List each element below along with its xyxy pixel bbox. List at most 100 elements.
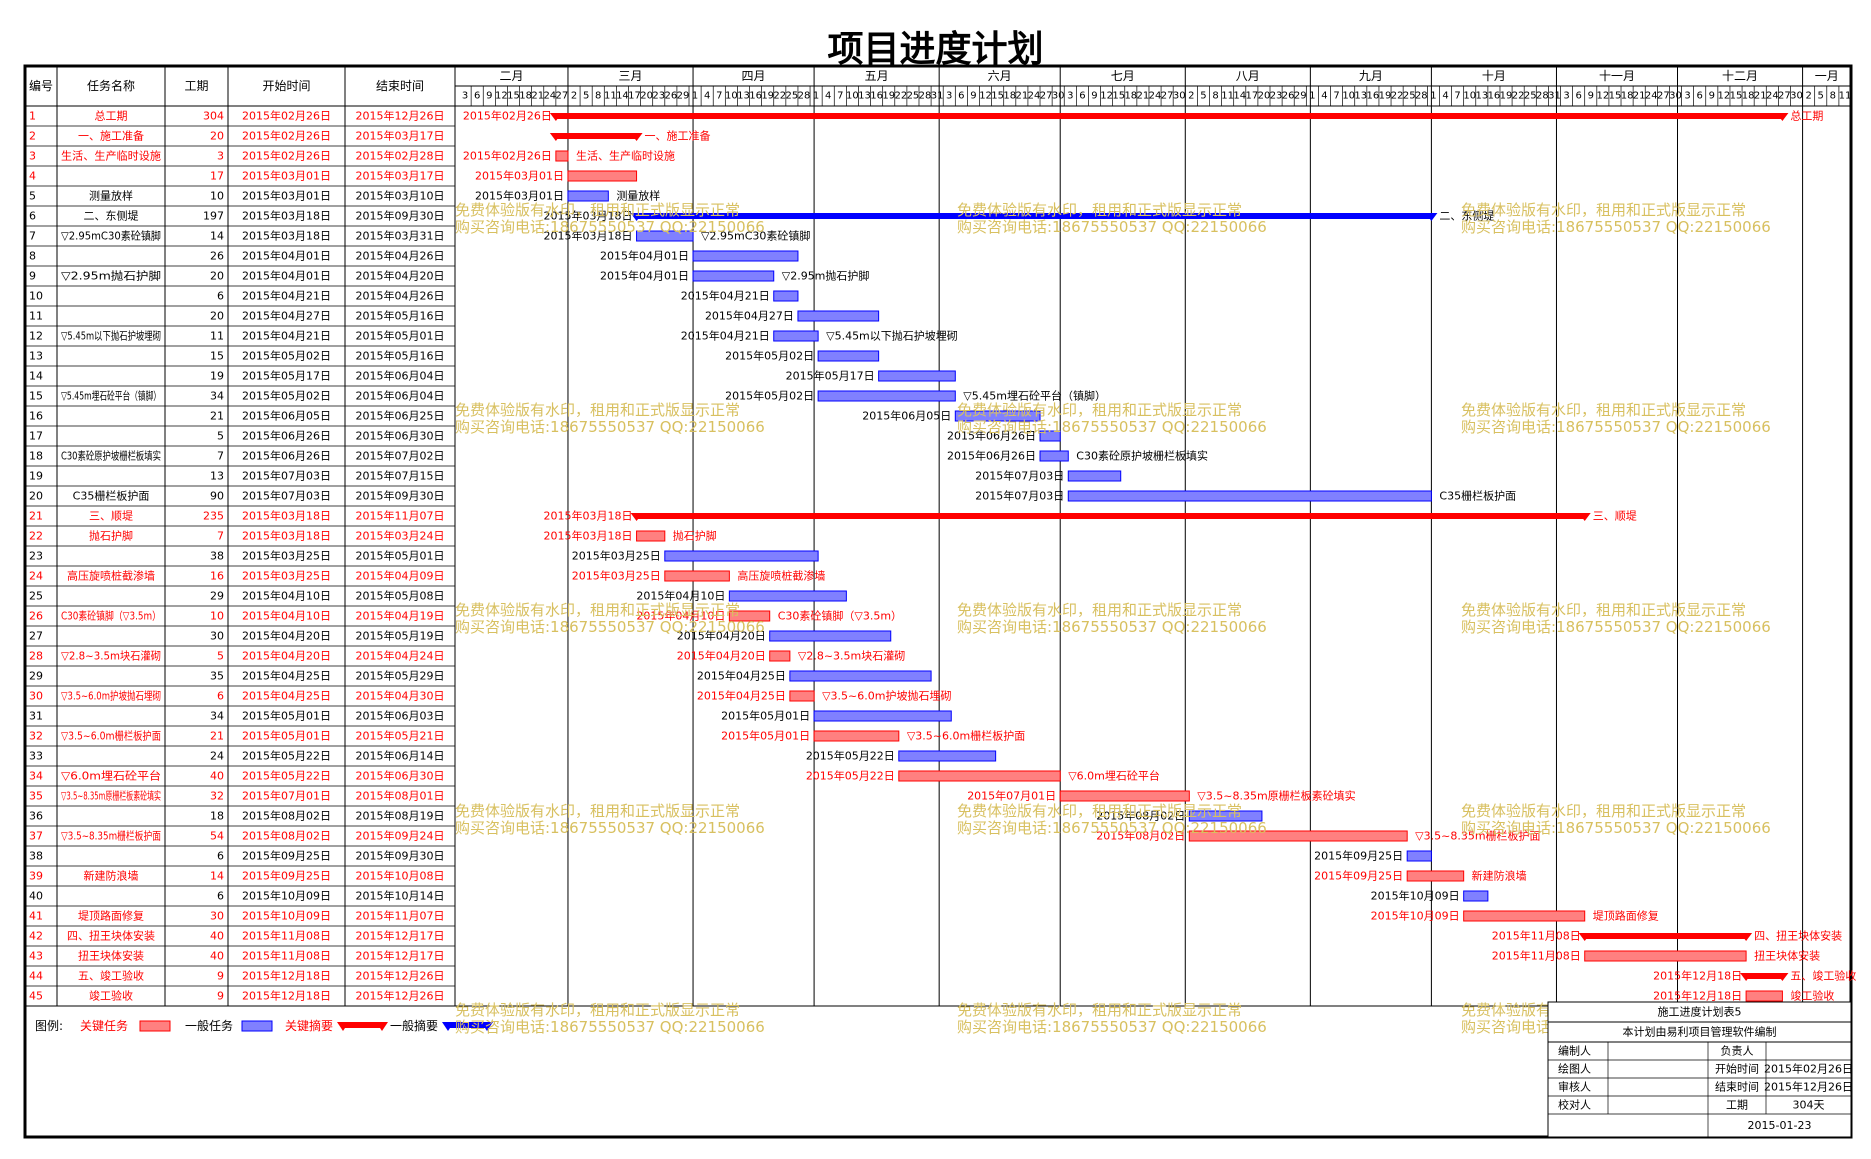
task-bar — [1059, 790, 1190, 802]
task-id: 14 — [29, 370, 43, 383]
watermark-line: 购买咨询电话:18675550537 QQ:22150066 — [957, 218, 1267, 236]
task-duration: 6 — [217, 290, 224, 303]
bar-start-label: 2015年09月25日 — [1314, 849, 1403, 863]
task-name: ▽2.95m抛石护脚 — [61, 269, 161, 283]
task-id: 25 — [29, 590, 43, 603]
task-name: 新建防浪墙 — [84, 869, 139, 883]
bar-start-label: 2015年07月01日 — [967, 789, 1056, 803]
summary-bar-start-cap — [1578, 933, 1591, 941]
task-start: 2015年04月20日 — [242, 649, 331, 663]
info-date: 2015-01-23 — [1748, 1119, 1812, 1132]
watermark-line: 购买咨询电话:18675550537 QQ:22150066 — [957, 819, 1267, 837]
month-label: 九月 — [1359, 69, 1383, 83]
info-label: 绘图人 — [1558, 1062, 1591, 1076]
task-id: 31 — [29, 710, 43, 723]
legend-swatch — [241, 1020, 273, 1032]
task-name: C35栅栏板护面 — [73, 489, 150, 503]
day-label: 29 — [1294, 91, 1307, 102]
task-start: 2015年04月27日 — [242, 309, 331, 323]
watermark-line: 免费体验版有水印，租用和正式版显示正常 — [455, 201, 740, 219]
task-end: 2015年03月24日 — [356, 529, 445, 543]
task-name: 二、东侧堤 — [84, 210, 139, 223]
task-id: 29 — [29, 670, 43, 683]
task-end: 2015年12月26日 — [356, 989, 445, 1003]
task-start: 2015年09月25日 — [242, 869, 331, 883]
task-end: 2015年07月02日 — [356, 449, 445, 463]
task-id: 13 — [29, 350, 43, 363]
day-label: 15 — [1609, 91, 1622, 102]
bar-label: ▽2.8~3.5m块石灌砌 — [798, 650, 905, 663]
watermark-line: 免费体验版有水印，租用和正式版显示正常 — [1461, 401, 1746, 419]
summary-bar — [1584, 933, 1747, 939]
task-end: 2015年04月09日 — [356, 569, 445, 583]
task-start: 2015年05月22日 — [242, 769, 331, 783]
task-start: 2015年04月21日 — [242, 329, 331, 343]
task-end: 2015年09月30日 — [356, 209, 445, 223]
day-label: 27 — [556, 91, 569, 102]
task-id: 36 — [29, 810, 43, 823]
task-name: ▽3.5~6.0m护坡抛石埋砌 — [61, 689, 161, 703]
bar-label: 高压旋喷桩截渗墙 — [737, 569, 825, 583]
task-end: 2015年07月15日 — [356, 469, 445, 483]
task-id: 24 — [29, 570, 43, 583]
day-label: 23 — [1270, 91, 1283, 102]
day-label: 16 — [1488, 91, 1501, 102]
day-label: 16 — [1367, 91, 1380, 102]
legend-label: 一般摘要 — [390, 1018, 438, 1033]
month-label: 一月 — [1815, 69, 1839, 83]
task-bar — [692, 250, 799, 262]
day-label: 15 — [1730, 91, 1743, 102]
task-name: ▽5.45m以下抛石护坡埋砌 — [61, 329, 161, 343]
day-label: 11 — [1221, 91, 1234, 102]
task-name: 扭王块体安装 — [78, 949, 144, 963]
day-label: 9 — [1588, 91, 1594, 102]
bar-start-label: 2015年04月01日 — [600, 249, 689, 263]
task-start: 2015年10月09日 — [242, 889, 331, 903]
task-bar — [813, 730, 900, 742]
legend-swatch-cap — [376, 1022, 388, 1031]
task-end: 2015年06月30日 — [356, 429, 445, 443]
task-duration: 40 — [210, 950, 224, 963]
task-duration: 21 — [210, 730, 224, 743]
column-header: 编号 — [29, 78, 53, 93]
day-label: 14 — [616, 91, 629, 102]
day-label: 21 — [1137, 91, 1150, 102]
software-note: 本计划由易利项目管理软件编制 — [1623, 1025, 1777, 1039]
day-label: 9 — [1091, 91, 1097, 102]
task-end: 2015年06月04日 — [356, 369, 445, 383]
task-duration: 54 — [210, 830, 224, 843]
task-id: 9 — [29, 270, 36, 283]
task-end: 2015年04月26日 — [356, 289, 445, 303]
task-bar — [789, 670, 932, 682]
watermark-line: 购买咨询电话:18675550537 QQ:22150066 — [1461, 418, 1771, 436]
task-start: 2015年04月01日 — [242, 269, 331, 283]
day-label: 6 — [1697, 91, 1703, 102]
task-bar — [1745, 990, 1783, 1002]
task-end: 2015年12月17日 — [356, 949, 445, 963]
day-label: 10 — [725, 91, 738, 102]
day-label: 11 — [604, 91, 617, 102]
task-start: 2015年10月09日 — [242, 909, 331, 923]
task-duration: 34 — [210, 710, 224, 723]
task-id: 4 — [29, 170, 36, 183]
task-id: 30 — [29, 690, 43, 703]
task-duration: 10 — [210, 610, 224, 623]
day-label: 27 — [1161, 91, 1174, 102]
task-name: ▽3.5~6.0m栅栏板护面 — [61, 729, 161, 743]
summary-bar — [636, 213, 1432, 219]
task-start: 2015年06月26日 — [242, 449, 331, 463]
task-bar — [813, 710, 952, 722]
bar-start-label: 2015年10月09日 — [1371, 889, 1460, 903]
summary-bar-start-cap — [549, 113, 562, 121]
day-label: 25 — [907, 91, 920, 102]
month-label: 四月 — [742, 69, 766, 83]
task-name: ▽3.5~8.35m原栅栏板素砼填实 — [61, 789, 161, 803]
task-name: 测量放样 — [89, 189, 133, 203]
task-duration: 3 — [217, 150, 224, 163]
day-label: 28 — [1415, 91, 1428, 102]
task-bar — [1406, 870, 1465, 882]
task-bar — [954, 410, 1041, 422]
info-label: 审核人 — [1558, 1080, 1591, 1094]
task-end: 2015年04月30日 — [356, 689, 445, 703]
day-label: 4 — [825, 91, 831, 102]
